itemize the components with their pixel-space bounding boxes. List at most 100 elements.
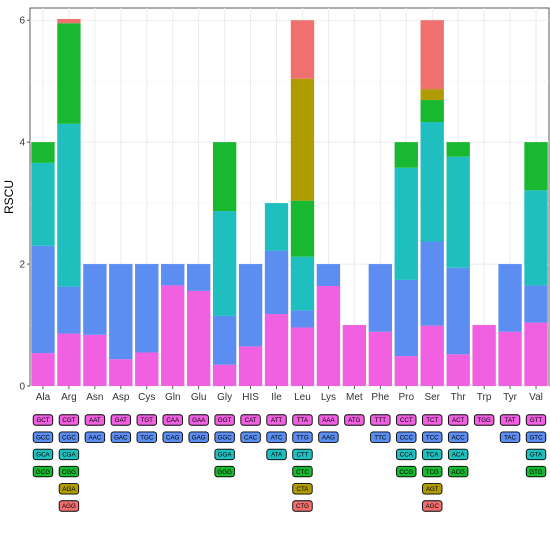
x-tick-label-val: Val (529, 392, 543, 403)
codon-label: CTC (296, 469, 309, 476)
codon-box-agt: AGT (422, 483, 443, 495)
codon-label: ATA (271, 452, 283, 459)
x-tick-label-lys: Lys (321, 392, 336, 403)
bar-segment-val-gta (524, 190, 548, 286)
codon-label: GAC (114, 434, 128, 441)
codon-label: TTC (374, 434, 387, 441)
codon-label: GTG (529, 469, 543, 476)
codon-box-tgt: TGT (136, 414, 157, 426)
x-tick-label-trp: Trp (477, 392, 492, 403)
codon-box-cat: CAT (240, 414, 261, 426)
codon-box-ctt: CTT (292, 448, 313, 461)
bar-segment-gly-ggt (212, 364, 237, 386)
bar-segment-arg-agg (57, 18, 81, 24)
bar-segment-cys-tgc (135, 264, 159, 353)
codon-box-ttt: TTT (370, 414, 391, 426)
codon-box-tca: TCA (422, 448, 443, 461)
codon-box-tgc: TGC (136, 431, 157, 443)
codon-box-fill (499, 431, 521, 443)
codon-box-fill (370, 414, 391, 426)
codon-box-fill (266, 431, 287, 443)
codon-box-gtt: GTT (525, 414, 547, 426)
codon-box-fill (214, 465, 235, 478)
codon-box-atg: ATG (344, 414, 365, 426)
x-tick-label-gln: Gln (165, 392, 181, 403)
codon-box-ctg: CTG (292, 500, 313, 512)
codon-label: TCT (426, 417, 438, 424)
x-tick-label-asn: Asn (86, 392, 103, 403)
x-tick-label-gly: Gly (217, 392, 232, 403)
codon-box-acg: ACG (447, 465, 469, 478)
codon-box-ccg: CCG (396, 465, 417, 478)
bar-segment-cys-tgt (135, 352, 159, 386)
codon-label: GTC (529, 434, 543, 441)
bar-segment-leu-cta (290, 78, 315, 201)
x-tick-label-ala: Ala (36, 392, 51, 403)
codon-box-fill (58, 500, 80, 512)
bar-segment-gly-ggg (212, 142, 237, 212)
x-tick-label-his: HIS (242, 392, 259, 403)
codon-box-fill (266, 448, 287, 461)
codon-label: TCC (426, 434, 439, 441)
x-tick-label-cys: Cys (138, 392, 155, 403)
codon-box-fill (162, 431, 183, 443)
bar-segment-ala-gcc (31, 245, 55, 354)
codon-box-gaa: GAA (188, 414, 209, 426)
bar-segment-trp-tgg (472, 325, 496, 386)
codon-box-fill (58, 414, 80, 426)
codon-box-fill (58, 448, 80, 461)
codon-box-fill (525, 414, 547, 426)
bar-segment-ser-tcg (420, 100, 444, 123)
codon-label: CCT (400, 417, 413, 424)
bar-segment-gln-caa (161, 285, 185, 386)
bar-segment-tyr-tat (498, 331, 522, 386)
codon-box-ccc: CCC (396, 431, 417, 443)
x-tick-label-asp: Asp (112, 392, 130, 403)
x-tick-label-glu: Glu (191, 392, 207, 403)
codon-label: GGT (218, 417, 232, 424)
bar-segment-thr-aca (446, 156, 470, 268)
codon-label: TAC (504, 434, 516, 441)
codon-label: GTA (530, 452, 543, 459)
codon-label: TTT (375, 417, 387, 424)
codon-box-fill (188, 431, 209, 443)
codon-label: GCC (36, 434, 50, 441)
codon-box-fill (110, 414, 132, 426)
codon-box-fill (58, 465, 80, 478)
codon-label: CCG (399, 469, 413, 476)
y-tick-label: 0 (19, 382, 25, 393)
codon-label: TGT (141, 417, 154, 424)
codon-label: CAG (166, 434, 180, 441)
codon-box-ggg: GGG (214, 465, 235, 478)
bar-segment-phe-ttc (368, 264, 393, 332)
codon-label: CGG (62, 469, 76, 476)
codon-box-fill (422, 465, 443, 478)
bar-segment-ser-tcc (420, 241, 444, 326)
codon-box-ttc: TTC (370, 431, 391, 443)
codon-label: CTA (297, 486, 310, 493)
bar-segment-asn-aac (83, 264, 107, 335)
codon-box-gag: GAG (188, 431, 209, 443)
codon-box-aga: AGA (58, 483, 80, 495)
codon-label: GGC (218, 434, 233, 441)
bar-segment-pro-ccc (394, 279, 418, 357)
codon-box-fill (292, 500, 313, 512)
codon-box-fill (84, 431, 106, 443)
bar-segment-ile-atc (264, 250, 289, 315)
codon-box-aaa: AAA (318, 414, 339, 426)
bar-segment-ala-gca (31, 162, 55, 246)
codon-label: GGA (218, 452, 233, 459)
codon-box-gga: GGA (214, 448, 235, 461)
codon-box-fill (110, 431, 132, 443)
codon-box-fill (422, 431, 443, 443)
codon-box-fill (58, 483, 80, 495)
codon-box-fill (422, 483, 443, 495)
bar-segment-val-gtc (524, 285, 548, 323)
codon-label: TGC (140, 434, 154, 441)
bar-segment-lys-aag (316, 264, 341, 287)
x-tick-label-tyr: Tyr (503, 392, 518, 403)
codon-box-ctc: CTC (292, 465, 313, 478)
codon-box-ggt: GGT (214, 414, 235, 426)
bar-segment-asp-gat (109, 359, 133, 386)
codon-box-cag: CAG (162, 431, 183, 443)
